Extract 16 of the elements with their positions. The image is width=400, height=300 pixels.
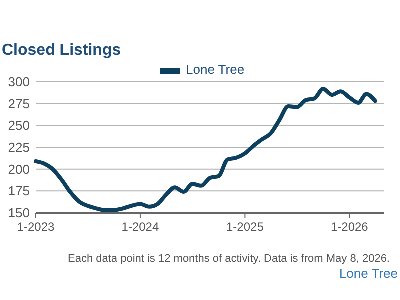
y-tick-label: 175 <box>8 184 30 199</box>
y-tick-label: 275 <box>8 96 30 112</box>
y-tick-label: 150 <box>8 206 30 220</box>
chart-title: Closed Listings <box>2 42 122 59</box>
x-tick-label: 1-2026 <box>330 220 369 234</box>
x-tick-label: 1-2023 <box>17 220 56 234</box>
y-tick-label: 300 <box>8 74 30 90</box>
legend-label: Lone Tree <box>186 62 245 77</box>
y-tick-label: 250 <box>8 118 30 134</box>
y-tick-label: 225 <box>8 140 30 155</box>
x-tick-label: 1-2024 <box>122 220 160 234</box>
y-tick-label: 200 <box>8 162 30 177</box>
text: Each data point is 12 months of activity. Data is from May 8, 2026. <box>68 253 390 265</box>
text: Lone Tree <box>339 266 398 281</box>
x-tick-label: 1-2025 <box>226 220 264 234</box>
line-series <box>34 86 378 212</box>
